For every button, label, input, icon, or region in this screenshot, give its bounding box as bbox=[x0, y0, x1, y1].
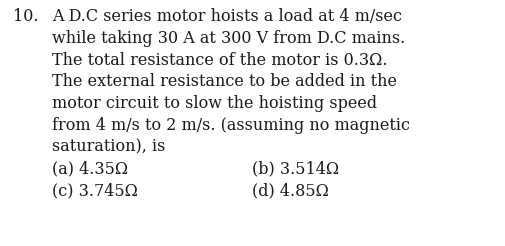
Text: 10.: 10. bbox=[13, 8, 38, 25]
Text: motor circuit to slow the hoisting speed: motor circuit to slow the hoisting speed bbox=[52, 95, 377, 112]
Text: (d) 4.85Ω: (d) 4.85Ω bbox=[252, 182, 329, 200]
Text: while taking 30 A at 300 V from D.C mains.: while taking 30 A at 300 V from D.C main… bbox=[52, 30, 405, 47]
Text: (b) 3.514Ω: (b) 3.514Ω bbox=[252, 161, 339, 178]
Text: (c) 3.745Ω: (c) 3.745Ω bbox=[52, 182, 138, 200]
Text: saturation), is: saturation), is bbox=[52, 139, 165, 156]
Text: The external resistance to be added in the: The external resistance to be added in t… bbox=[52, 73, 397, 90]
Text: (a) 4.35Ω: (a) 4.35Ω bbox=[52, 161, 128, 178]
Text: A D.C series motor hoists a load at 4 m/sec: A D.C series motor hoists a load at 4 m/… bbox=[52, 8, 402, 25]
Text: The total resistance of the motor is 0.3Ω.: The total resistance of the motor is 0.3… bbox=[52, 52, 387, 69]
Text: from 4 m/s to 2 m/s. (assuming no magnetic: from 4 m/s to 2 m/s. (assuming no magnet… bbox=[52, 117, 410, 134]
